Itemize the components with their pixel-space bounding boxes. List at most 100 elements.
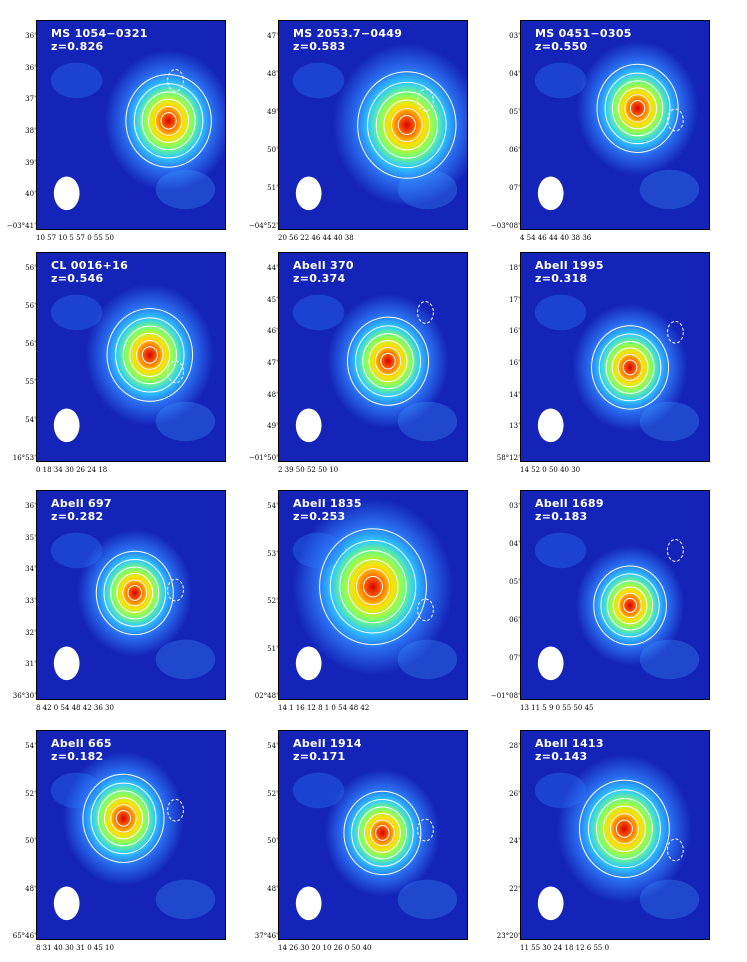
y-tick-label: 35' [25,533,36,542]
y-tick-label: 28' [509,742,520,750]
y-tick-label: 44' [267,264,278,272]
contour-line [367,81,447,169]
sz-map: Abell 697 z=0.282 [36,490,226,700]
cluster-name: MS 0451−0305 [535,27,632,40]
x-tick-labels: 0 18 34 30 26 24 18 [36,466,108,474]
x-tick-labels: 14 26 30 20 10 26 0 50 40 [278,944,372,952]
negative-contour [417,88,434,112]
contour-line [391,107,423,143]
cluster-panel: Abell 1689 z=0.183 03' 04' 05' 06' 07' −01°08' 1… [484,490,724,722]
sz-map-image [37,21,225,229]
contour-line [141,91,196,151]
sz-map-image [279,491,467,699]
y-tick-label: 22' [509,884,520,893]
contour-line [136,339,164,370]
contour-line [604,72,671,145]
contour-line [319,528,427,646]
beam-ellipse [295,408,322,443]
y-tick-label: 04' [509,540,520,548]
y-tick-label: 54' [267,502,278,510]
sz-map: CL 0016+16 z=0.546 [36,252,226,462]
contour-line [615,819,633,838]
cluster-panel: MS 1054−0321 z=0.826 36' 36' 37' 38' 39' 40' −03… [0,20,240,252]
cluster-panel: Abell 370 z=0.374 44' 45' 46' 47' 48' 49' −01°50… [242,252,482,484]
contour-line [122,579,148,607]
y-tick-label: 51' [267,644,278,653]
y-tick-label: 47' [267,359,278,367]
contour-line [95,550,174,636]
y-tick-label: 38' [25,127,36,135]
contour-line [374,346,402,376]
contour-line [148,98,190,143]
contour-line [363,812,401,853]
y-tick-label: 37' [25,95,36,104]
cluster-name: Abell 1914 [293,737,362,750]
contour-line [606,580,654,631]
contour-line [375,824,390,841]
y-tick-label: 48' [267,884,278,893]
y-tick-label: 47' [267,32,278,40]
x-tick-labels: 8 42 0 54 48 42 36 30 [36,704,114,712]
contour-line [622,359,638,376]
cluster-redshift: z=0.550 [535,40,588,53]
contour-line [90,782,157,855]
cluster-redshift: z=0.282 [51,510,104,523]
contour-line [110,804,137,833]
sz-map: Abell 1689 z=0.183 [520,490,710,700]
x-tick-labels: 14 1 16 12 8 1 0 54 48 42 [278,704,370,712]
y-tick-label: 07' [509,184,520,192]
cluster-redshift: z=0.546 [51,272,104,285]
contour-line [357,71,457,179]
beam-ellipse [295,886,322,921]
x-tick-labels: 13 11 5 9 0 55 50 45 [520,704,594,712]
contour-line [600,573,660,638]
sz-map-image [37,491,225,699]
cluster-panel: Abell 665 z=0.182 54' 52' 50' 48' 65°46' 8 31 4… [0,730,240,962]
y-tick-label: 34' [25,565,36,574]
contour-line [629,100,646,117]
beam-ellipse [53,408,80,443]
contour-line [154,105,183,136]
contour-line [133,83,204,159]
cluster-name: Abell 1689 [535,497,604,510]
cluster-redshift: z=0.374 [293,272,346,285]
y-tick-label: 54' [25,742,36,750]
cluster-redshift: z=0.171 [293,750,346,763]
contour-line [598,333,662,402]
contour-line [380,352,396,370]
sz-map: Abell 370 z=0.374 [278,252,468,462]
contour-line [351,799,414,867]
cluster-panel: Abell 1914 z=0.171 54' 52' 50' 48' 37°46' 14 26… [242,730,482,962]
contour-line [115,317,185,393]
cluster-redshift: z=0.182 [51,750,104,763]
y-tick-label: 50' [25,837,36,845]
cluster-panel: MS 0451−0305 z=0.550 03' 04' 05' 06' 07' −03°08… [484,20,724,252]
y-tick-label: 46' [267,327,278,336]
contour-line [127,584,143,601]
y-tick-label: 23°20' [496,932,520,940]
sz-map-image [37,253,225,461]
y-tick-label: 55' [25,378,36,386]
beam-ellipse [537,408,564,443]
beam-ellipse [537,646,564,681]
x-tick-labels: 20 56 22 46 44 40 38 [278,234,354,242]
beam-ellipse [53,176,80,211]
y-tick-label: 53' [267,549,278,558]
y-tick-label: 54' [25,416,36,424]
y-tick-label: 49' [267,422,278,431]
sz-map: MS 1054−0321 z=0.826 [36,20,226,230]
contour-line [355,568,391,606]
sz-map: MS 0451−0305 z=0.550 [520,20,710,230]
y-tick-label: 54' [267,742,278,750]
cluster-panel: Abell 1995 z=0.318 18' 17' 16' 16' 14' 13' 58°12… [484,252,724,484]
y-tick-label: 50' [267,837,278,845]
x-tick-labels: 14 52 0 50 40 30 [520,466,581,474]
contour-line [609,813,639,845]
contour-line [397,114,417,136]
sz-map-image [521,491,709,699]
contour-line [357,806,407,860]
contour-line [624,94,651,123]
contour-line [617,353,643,381]
y-tick-label: 39' [25,158,36,167]
